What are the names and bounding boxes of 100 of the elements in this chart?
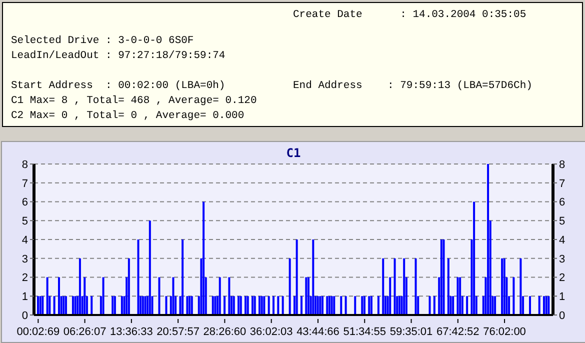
x-tick-label: 20:57:57 <box>156 326 200 338</box>
bar <box>244 296 247 315</box>
bar <box>84 277 86 315</box>
bar <box>447 258 450 315</box>
bar <box>240 296 242 315</box>
bar <box>74 296 76 315</box>
y-tick-label: 5 <box>22 216 28 228</box>
x-tick-label: 06:26:07 <box>63 326 106 338</box>
x-tick-label: 36:02:03 <box>250 326 293 338</box>
bar <box>112 296 114 315</box>
bar <box>53 296 56 315</box>
bar <box>148 220 151 315</box>
bar <box>300 296 302 315</box>
y-tick-label: 0 <box>22 310 28 322</box>
text: C1 Max= 8 , Total= 468 , Average= 0.120 <box>11 95 257 107</box>
y-tick-label: 4 <box>22 234 28 246</box>
y-tick-label: 8 <box>22 158 28 171</box>
bar <box>296 240 298 315</box>
bar <box>370 296 372 315</box>
bar <box>503 258 506 315</box>
bar <box>64 296 67 315</box>
x-tick-label: 67:42:52 <box>436 326 480 338</box>
text: Start Address : 00:02:00 (LBA=0h) <box>11 80 226 92</box>
bar <box>212 296 214 315</box>
bar <box>172 277 174 315</box>
bar <box>368 296 370 315</box>
x-tick-label: 00:02:69 <box>16 326 60 338</box>
y2-tick-label: 3 <box>559 253 566 266</box>
bar <box>120 296 123 315</box>
bar <box>224 296 226 315</box>
bar <box>144 296 146 315</box>
bar <box>165 296 168 315</box>
bar <box>361 296 364 315</box>
bar <box>58 277 60 315</box>
y-tick-label: 7 <box>22 178 28 190</box>
text: End Address : 79:59:13 (LBA=57D6Ch) <box>293 80 532 92</box>
bar <box>228 277 230 315</box>
y-tick-label: 2 <box>22 272 28 284</box>
bar <box>252 296 254 315</box>
bar <box>377 296 380 315</box>
bar <box>442 240 445 315</box>
bar <box>487 164 490 315</box>
bar <box>128 258 130 315</box>
x-tick-label: 43:44:66 <box>296 326 340 338</box>
bar <box>452 296 454 315</box>
bar <box>428 296 431 315</box>
bar <box>72 296 74 315</box>
bar <box>382 258 384 315</box>
bar <box>90 296 93 315</box>
bar <box>403 258 406 315</box>
bar <box>319 296 322 315</box>
bar <box>137 240 140 315</box>
bar <box>232 296 235 315</box>
bar <box>494 296 496 315</box>
text: LeadIn/LeadOut : 97:27:18/79:59:74 <box>11 50 226 62</box>
bar <box>114 296 116 315</box>
text: Selected Drive : 3-0-0-0 6S0F <box>11 35 194 47</box>
bar <box>440 240 442 315</box>
bar <box>62 296 65 315</box>
bar <box>312 240 314 315</box>
bar <box>102 277 104 315</box>
text: Create Date : 14.03.2004 0:35:05 <box>293 9 526 21</box>
bar <box>307 277 310 315</box>
bar <box>389 277 392 315</box>
y2-tick-label: 2 <box>559 272 566 284</box>
bar <box>538 296 540 315</box>
bar <box>529 296 532 315</box>
bar <box>238 296 240 315</box>
chart-title: C1 <box>285 146 302 160</box>
bar <box>414 258 417 315</box>
y2-tick-label: 6 <box>559 196 566 209</box>
y2-tick-label: 4 <box>559 234 566 246</box>
y-tick-label: 3 <box>22 253 28 266</box>
bar <box>142 296 144 315</box>
bar <box>344 296 347 315</box>
bar <box>512 277 515 315</box>
bar <box>190 296 193 315</box>
bar <box>326 296 328 315</box>
bar <box>456 277 459 315</box>
bar <box>363 296 366 315</box>
bar <box>316 296 319 315</box>
y2-tick-label: 1 <box>559 291 566 304</box>
bar <box>288 258 291 315</box>
bar <box>202 202 205 315</box>
bar <box>39 296 42 315</box>
bar <box>246 296 249 315</box>
bar <box>473 202 476 315</box>
bar <box>214 296 216 315</box>
bar <box>394 258 396 315</box>
y2-tick-label: 7 <box>559 178 566 190</box>
x-tick-label: 28:26:60 <box>203 326 246 338</box>
bar <box>258 296 261 315</box>
bar <box>42 296 44 315</box>
x-tick-label: 76:02:00 <box>483 326 526 338</box>
bar <box>333 296 336 315</box>
bar <box>398 296 400 315</box>
bar <box>548 296 550 315</box>
bar <box>459 277 462 315</box>
bar <box>263 296 266 315</box>
y-tick-label: 1 <box>22 291 28 304</box>
